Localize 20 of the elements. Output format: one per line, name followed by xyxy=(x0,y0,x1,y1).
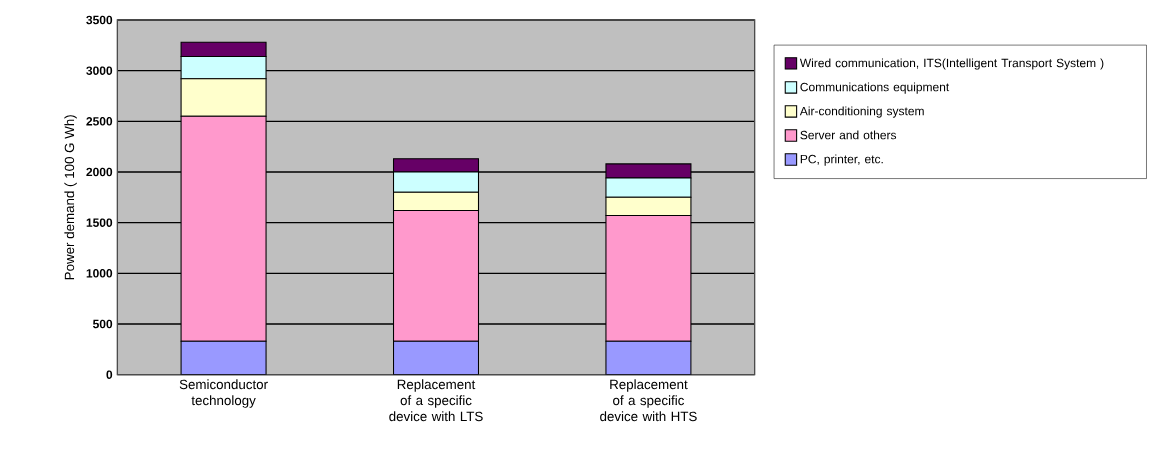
y-tick-label: 2000 xyxy=(86,167,113,177)
x-tick-label: Replacement of a specific device with LTS xyxy=(389,379,483,422)
y-tick-label: 3000 xyxy=(86,66,113,75)
y-axis-title: Power demand ( 100 G Wh) xyxy=(64,115,77,280)
y-tick-label: 1000 xyxy=(86,269,113,278)
y-tick-label: 2500 xyxy=(86,117,113,126)
legend-label: Air-conditioning system xyxy=(799,106,924,118)
bar xyxy=(605,340,692,375)
legend-label: PC, printer, etc. xyxy=(800,154,883,166)
legend-label: Server and others xyxy=(800,130,897,140)
y-tick-label: 500 xyxy=(92,319,113,329)
x-tick-label: Semiconductor technology xyxy=(179,379,268,408)
y-tick-label: 0 xyxy=(106,370,113,379)
legend-label: Communications equipment xyxy=(800,82,950,94)
x-tick-label: Replacement of a specific device with HTS xyxy=(600,379,697,422)
bar xyxy=(180,340,267,375)
legend-label: Wired communication, ITS(Intelligent Transport System ) xyxy=(799,58,1104,70)
y-tick-label: 1500 xyxy=(86,218,113,227)
bar xyxy=(392,340,480,375)
y-tick-label: 3500 xyxy=(86,15,113,25)
